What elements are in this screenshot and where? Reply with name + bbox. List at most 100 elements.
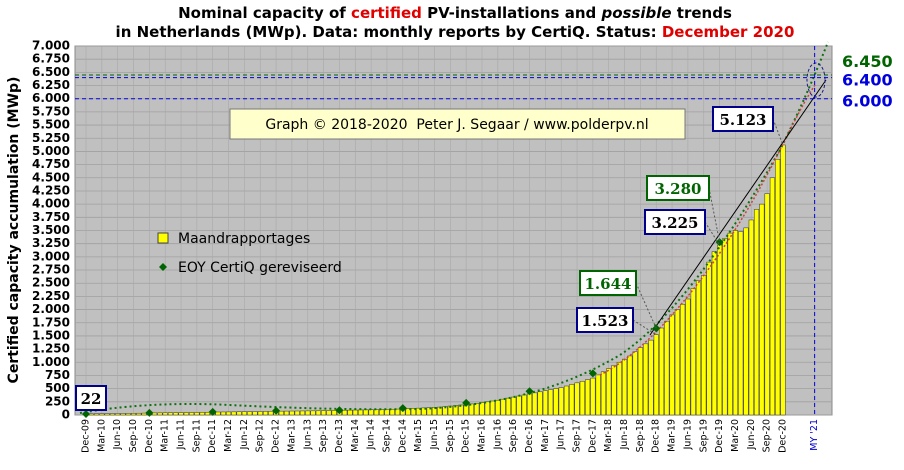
x-tick-label: Mar-11 — [160, 419, 171, 452]
bar — [167, 412, 174, 416]
annotation-box — [712, 106, 774, 132]
y-tick-label: 5.500 — [32, 118, 70, 132]
bar — [685, 298, 691, 416]
bar — [590, 377, 596, 416]
y-tick-label: 3.000 — [32, 249, 70, 263]
title-line-2: in Netherlands (MWp). Data: monthly repo… — [116, 23, 795, 41]
bar — [690, 288, 696, 416]
bar — [622, 358, 628, 416]
bar — [611, 365, 617, 416]
bar — [738, 231, 744, 416]
title-line-1: Nominal capacity of certified PV-install… — [178, 4, 732, 22]
x-tick-label: Mar-16 — [477, 419, 488, 452]
x-tick-label: Jun-17 — [556, 419, 567, 450]
bar — [379, 409, 385, 416]
bar — [542, 390, 548, 416]
x-tick-label: Jun-10 — [112, 419, 123, 450]
bar — [490, 400, 496, 416]
y-tick-label: 2.250 — [32, 289, 70, 303]
bar — [674, 309, 680, 416]
bar — [717, 244, 723, 416]
y-tick-label: 3.250 — [32, 236, 70, 250]
eoy-marker — [525, 387, 534, 396]
bar — [500, 398, 506, 416]
x-tick-label: Sep-14 — [381, 419, 392, 452]
bar — [569, 384, 575, 416]
x-tick-label: Mar-18 — [603, 419, 614, 452]
y-tick-label: 4.500 — [32, 170, 70, 184]
y-tick-label: 6.750 — [32, 52, 70, 66]
title-part: Nominal capacity of — [178, 4, 351, 22]
x-tick-label: Jun-11 — [176, 419, 187, 450]
bar — [183, 412, 189, 416]
bar — [632, 351, 638, 416]
bar — [220, 411, 226, 416]
bar — [421, 407, 427, 416]
legend-swatch — [159, 263, 167, 271]
eoy-marker — [398, 404, 407, 413]
bar — [257, 411, 263, 416]
x-tick-label: Sep-20 — [762, 419, 773, 452]
credit-box — [229, 108, 686, 140]
x-tick-label: Dec-19 — [714, 419, 725, 453]
bar — [120, 413, 126, 416]
bar — [194, 412, 200, 416]
bar — [627, 355, 633, 416]
x-tick-label: Sep-10 — [128, 419, 139, 452]
x-tick-label: Sep-15 — [445, 419, 456, 452]
y-tick-label: 6.000 — [32, 91, 70, 105]
annotation-label: 3.225 — [652, 214, 699, 232]
bar — [342, 410, 348, 416]
x-tick-label: Mar-12 — [223, 419, 234, 452]
annotation-label: 1.644 — [585, 275, 632, 293]
bar — [759, 203, 765, 416]
annotation-box — [646, 175, 710, 201]
x-tick-label: Sep-12 — [255, 419, 266, 452]
y-tick-label: 2.750 — [32, 263, 70, 277]
annotation-leader — [708, 187, 721, 243]
bar — [695, 280, 702, 416]
annotation-leader — [635, 282, 657, 329]
bar — [99, 413, 105, 416]
y-tick-label: 250 — [45, 394, 70, 408]
x-tick-label: Dec-17 — [587, 419, 598, 453]
x-tick-label: Dec-09 — [81, 419, 92, 453]
bar — [352, 409, 358, 416]
eoy-marker — [715, 238, 724, 247]
annotation-label: 3.280 — [655, 180, 702, 198]
bar — [680, 304, 686, 416]
bar — [231, 411, 237, 416]
annotation-leader — [772, 118, 784, 146]
y-tick-label: 7.000 — [32, 39, 70, 53]
bar — [664, 320, 670, 416]
eoy-marker — [462, 398, 471, 407]
bar — [384, 409, 390, 416]
y-tick-label: 2.500 — [32, 276, 70, 290]
title-part: certified — [351, 4, 422, 22]
annotation-leader — [632, 319, 657, 336]
title-part: December 2020 — [662, 23, 795, 41]
title-part: PV-installations and — [422, 4, 602, 22]
bar — [426, 407, 432, 416]
x-tick-label: Mar-15 — [413, 419, 424, 452]
annotation-label: 22 — [81, 390, 102, 408]
y-tick-label: 6.250 — [32, 78, 70, 92]
bar — [769, 177, 775, 416]
x-tick-label: Jun-20 — [746, 419, 757, 450]
bar — [775, 159, 781, 416]
x-tick-label: Sep-11 — [191, 419, 202, 452]
bar — [358, 409, 364, 416]
x-tick-label: Sep-13 — [318, 419, 329, 452]
bar — [653, 334, 659, 416]
bar — [130, 413, 137, 416]
bar — [579, 381, 585, 416]
bar — [136, 412, 142, 416]
x-tick-label: Jun-13 — [302, 419, 313, 450]
bar — [226, 411, 232, 416]
annotation-box — [576, 307, 634, 333]
x-tick-label: Dec-10 — [144, 419, 155, 453]
x-tick-label: Dec-12 — [271, 419, 282, 453]
x-tick-label: Mar-14 — [350, 419, 361, 452]
bar — [289, 410, 295, 416]
bar — [94, 413, 100, 416]
